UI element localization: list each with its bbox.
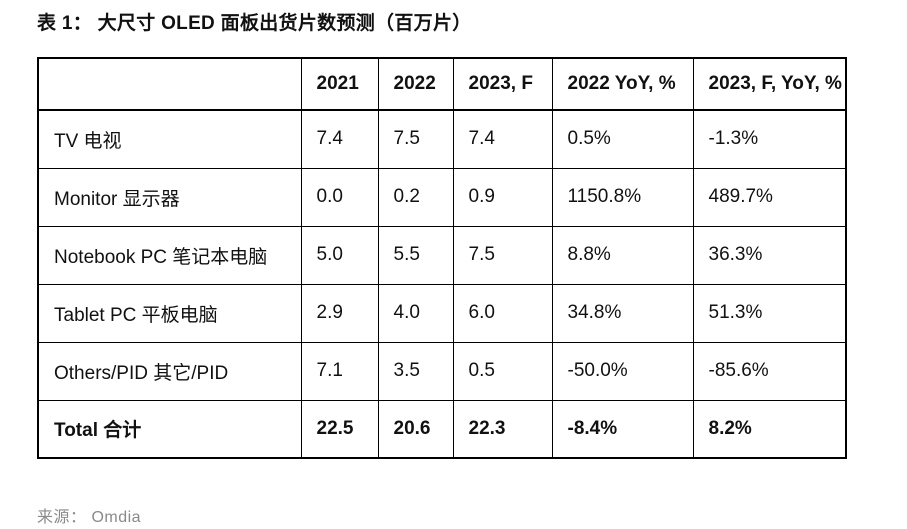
- cell-2023f-yoy: -1.3%: [692, 109, 847, 169]
- cell-2022: 7.5: [377, 109, 454, 169]
- cell-2023f-yoy: 36.3%: [692, 225, 847, 285]
- table-row-tablet-pc: Tablet PC 平板电脑 2.9 4.0 6.0 34.8% 51.3%: [37, 283, 847, 343]
- table-row-notebook-pc: Notebook PC 笔记本电脑 5.0 5.5 7.5 8.8% 36.3%: [37, 225, 847, 285]
- cell-2023f-yoy: 8.2%: [692, 399, 847, 459]
- header-row: 2021 2022 2023, F 2022 YoY, % 2023, F, Y…: [37, 57, 847, 111]
- cell-2023f: 7.4: [452, 109, 553, 169]
- cell-2022-yoy: 8.8%: [551, 225, 694, 285]
- cell-2022: 4.0: [377, 283, 454, 343]
- cell-2021: 22.5: [300, 399, 379, 459]
- table-row-tv: TV 电视 7.4 7.5 7.4 0.5% -1.3%: [37, 109, 847, 169]
- cell-2022: 3.5: [377, 341, 454, 401]
- cell-2022: 5.5: [377, 225, 454, 285]
- cell-2022: 0.2: [377, 167, 454, 227]
- row-label: Others/PID 其它/PID: [37, 341, 302, 401]
- header-cell-category: [37, 57, 302, 111]
- cell-2021: 7.1: [300, 341, 379, 401]
- cell-2023f: 0.5: [452, 341, 553, 401]
- row-label: TV 电视: [37, 109, 302, 169]
- table-row-total: Total 合计 22.5 20.6 22.3 -8.4% 8.2%: [37, 399, 847, 459]
- header-cell-2022-yoy: 2022 YoY, %: [551, 57, 694, 111]
- cell-2023f-yoy: 489.7%: [692, 167, 847, 227]
- cell-2021: 0.0: [300, 167, 379, 227]
- cell-2022-yoy: -50.0%: [551, 341, 694, 401]
- cell-2023f: 7.5: [452, 225, 553, 285]
- header-cell-2021: 2021: [300, 57, 379, 111]
- cell-2022-yoy: 1150.8%: [551, 167, 694, 227]
- cell-2022-yoy: -8.4%: [551, 399, 694, 459]
- cell-2023f: 6.0: [452, 283, 553, 343]
- cell-2023f: 0.9: [452, 167, 553, 227]
- source-note: 来源： Omdia: [37, 509, 142, 526]
- cell-2021: 7.4: [300, 109, 379, 169]
- row-label: Tablet PC 平板电脑: [37, 283, 302, 343]
- table-title: 表 1： 大尺寸 OLED 面板出货片数预测（百万片）: [37, 13, 472, 34]
- cell-2022-yoy: 34.8%: [551, 283, 694, 343]
- table-row-monitor: Monitor 显示器 0.0 0.2 0.9 1150.8% 489.7%: [37, 167, 847, 227]
- row-label: Total 合计: [37, 399, 302, 459]
- cell-2023f-yoy: 51.3%: [692, 283, 847, 343]
- cell-2022-yoy: 0.5%: [551, 109, 694, 169]
- cell-2023f-yoy: -85.6%: [692, 341, 847, 401]
- table-row-others-pid: Others/PID 其它/PID 7.1 3.5 0.5 -50.0% -85…: [37, 341, 847, 401]
- row-label: Monitor 显示器: [37, 167, 302, 227]
- header-cell-2022: 2022: [377, 57, 454, 111]
- header-cell-2023f-yoy: 2023, F, YoY, %: [692, 57, 847, 111]
- cell-2021: 5.0: [300, 225, 379, 285]
- cell-2023f: 22.3: [452, 399, 553, 459]
- cell-2021: 2.9: [300, 283, 379, 343]
- oled-shipment-forecast-table: 2021 2022 2023, F 2022 YoY, % 2023, F, Y…: [37, 57, 847, 459]
- cell-2022: 20.6: [377, 399, 454, 459]
- header-cell-2023f: 2023, F: [452, 57, 553, 111]
- row-label: Notebook PC 笔记本电脑: [37, 225, 302, 285]
